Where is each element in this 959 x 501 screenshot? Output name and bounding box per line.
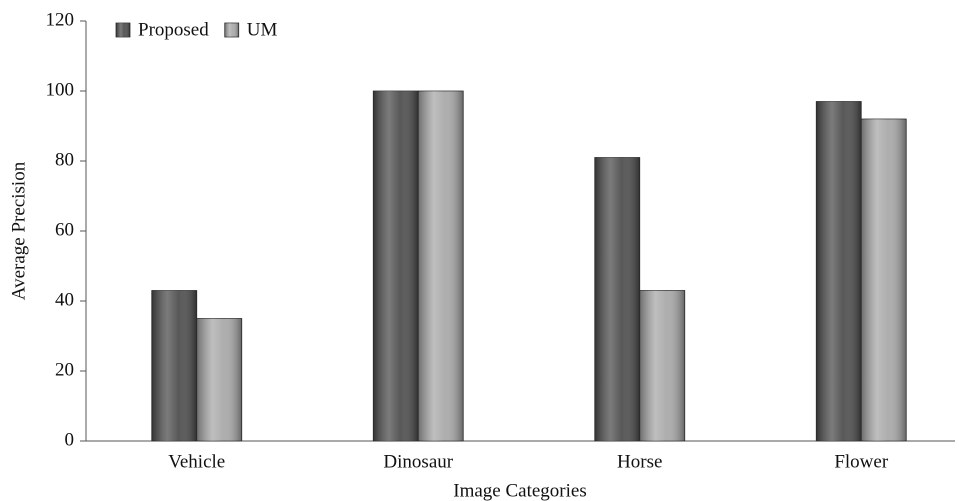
y-tick-label: 20 — [55, 359, 74, 380]
x-tick-label: Horse — [617, 451, 662, 472]
y-tick-label: 80 — [55, 149, 74, 170]
legend-swatch-shine — [224, 23, 239, 37]
y-tick-label: 0 — [65, 429, 75, 450]
bar-shine — [816, 101, 862, 441]
bar-shine — [639, 290, 685, 441]
bar-shine — [861, 119, 907, 441]
y-tick-label: 120 — [46, 9, 75, 30]
bar-shine — [151, 290, 197, 441]
x-tick-label: Flower — [834, 451, 889, 472]
y-tick-label: 60 — [55, 219, 74, 240]
y-axis-label: Average Precision — [8, 161, 29, 300]
legend-label: Proposed — [138, 19, 209, 40]
y-tick-label: 100 — [46, 79, 75, 100]
y-tick-label: 40 — [55, 289, 74, 310]
legend-swatch-shine — [116, 23, 130, 37]
bar-shine — [594, 157, 640, 441]
bar-shine — [373, 91, 419, 441]
bar-shine — [418, 91, 464, 441]
x-tick-label: Dinosaur — [383, 451, 453, 472]
bar-shine — [196, 318, 242, 441]
legend-label: UM — [247, 19, 278, 40]
x-tick-label: Vehicle — [168, 451, 225, 472]
x-axis-label: Image Categories — [453, 480, 586, 501]
